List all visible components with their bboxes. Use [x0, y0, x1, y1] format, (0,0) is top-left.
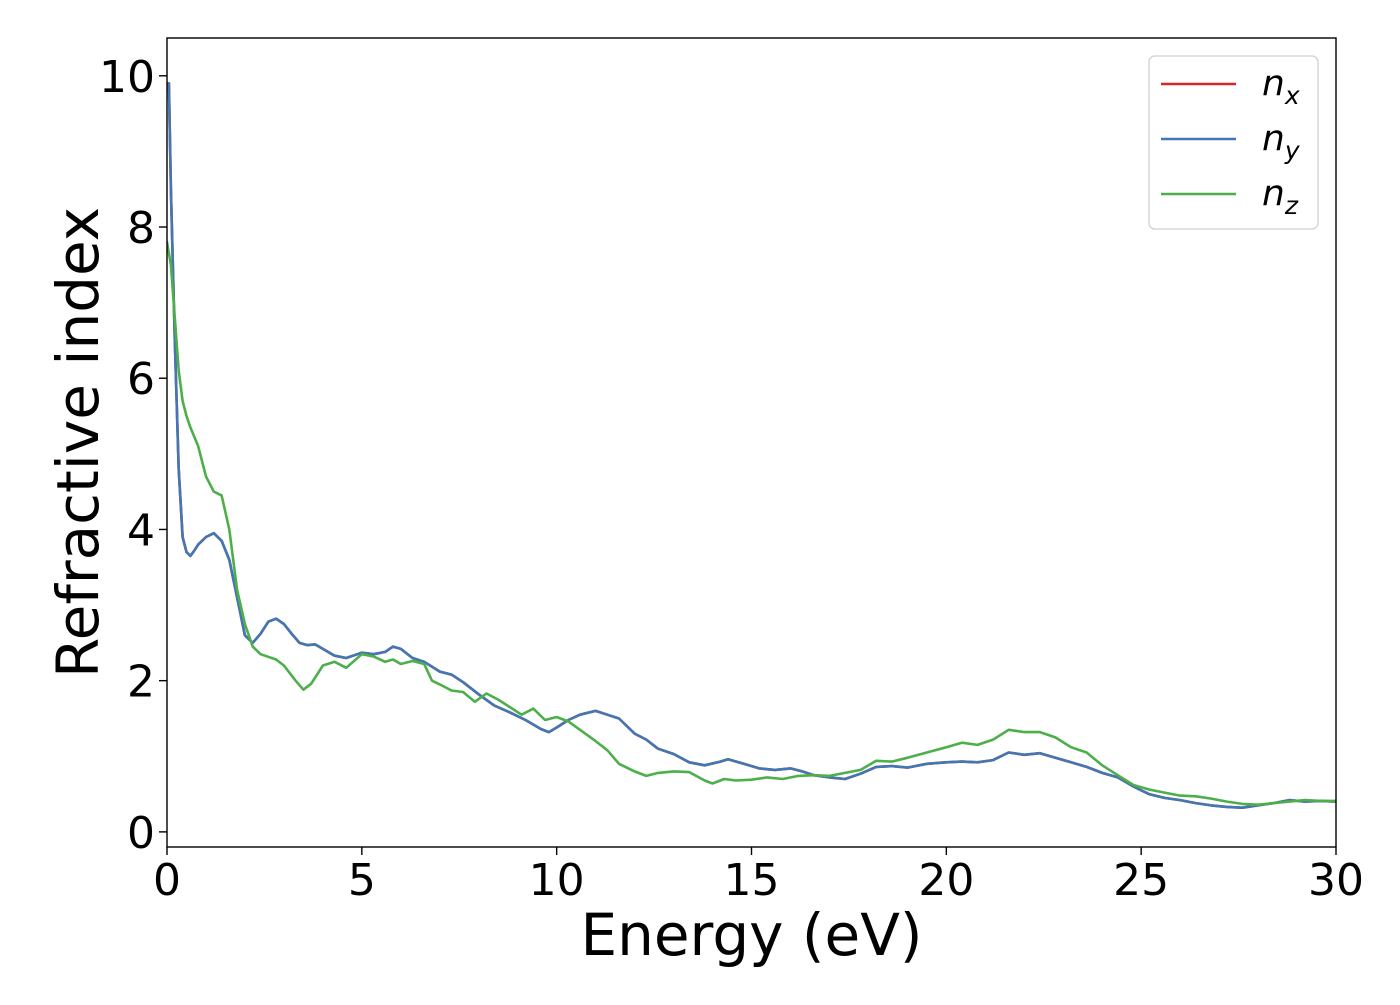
- x-axis-title: Energy (eV): [580, 901, 922, 969]
- y-tick-label: 10: [99, 52, 155, 103]
- y-tick-label: 6: [127, 354, 155, 405]
- x-tick-label: 0: [153, 855, 181, 906]
- x-tick-label: 30: [1308, 855, 1364, 906]
- series-line-z: [167, 240, 1336, 806]
- x-tick-label: 25: [1113, 855, 1169, 906]
- legend-label-z: nz: [1262, 173, 1299, 220]
- y-axis-title: Refractive index: [44, 207, 112, 678]
- legend-label-y: ny: [1262, 118, 1301, 165]
- x-tick-label: 15: [724, 855, 780, 906]
- x-tick-label: 20: [918, 855, 974, 906]
- y-tick-label: 8: [127, 203, 155, 254]
- x-tick-label: 10: [529, 855, 585, 906]
- axis-ticks: 0 5 10 15 20 25 30 0 2 4 6 8 10: [99, 52, 1364, 906]
- y-tick-label: 0: [127, 808, 155, 859]
- x-tick-label: 5: [348, 855, 376, 906]
- y-tick-label: 2: [127, 657, 155, 708]
- series-lines: [167, 82, 1336, 809]
- legend-box: [1148, 55, 1319, 230]
- y-tick-label: 4: [127, 505, 155, 556]
- legend-label-x: nx: [1262, 63, 1300, 110]
- legend: nx ny nz: [1148, 55, 1319, 230]
